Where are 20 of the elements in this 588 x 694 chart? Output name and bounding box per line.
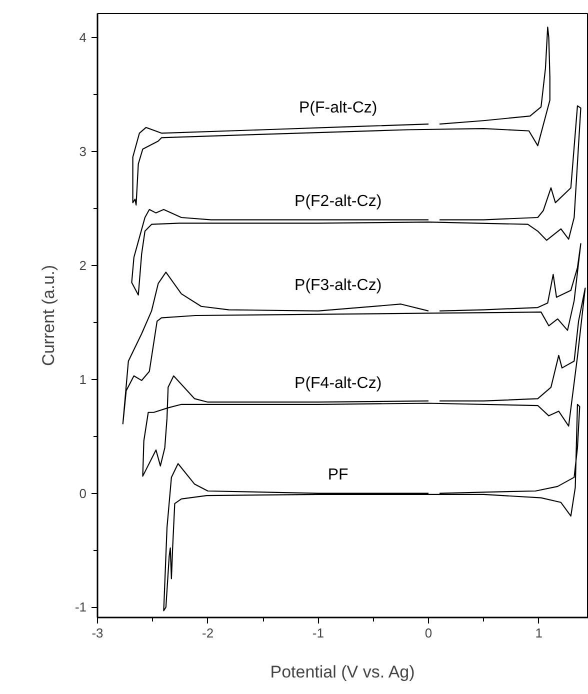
x-tick-label: 1 xyxy=(535,626,542,640)
x-tick-label: -1 xyxy=(312,626,324,640)
x-tick-label: -2 xyxy=(202,626,214,640)
y-tick-label: 2 xyxy=(79,258,87,273)
line-series xyxy=(163,404,580,612)
y-axis-title: Current (a.u.) xyxy=(38,264,58,366)
series-label: P(F2-alt-Cz) xyxy=(294,192,382,210)
y-tick-label: -1 xyxy=(74,600,87,615)
y-tick-label: 4 xyxy=(79,30,87,45)
series-label: P(F4-alt-Cz) xyxy=(294,375,382,392)
series-label: P(F3-alt-Cz) xyxy=(294,277,382,294)
x-tick-label: -3 xyxy=(92,626,104,640)
x-axis-title: Potential (V vs. Ag) xyxy=(270,662,415,682)
series-label: PF xyxy=(328,466,349,484)
x-tick-label: 0 xyxy=(424,626,432,640)
line-series xyxy=(122,243,582,424)
y-tick-label: 1 xyxy=(79,372,87,387)
y-tick-label: 3 xyxy=(79,144,87,159)
series-label: P(F-alt-Cz) xyxy=(298,99,378,116)
y-tick-label: 0 xyxy=(79,486,87,501)
